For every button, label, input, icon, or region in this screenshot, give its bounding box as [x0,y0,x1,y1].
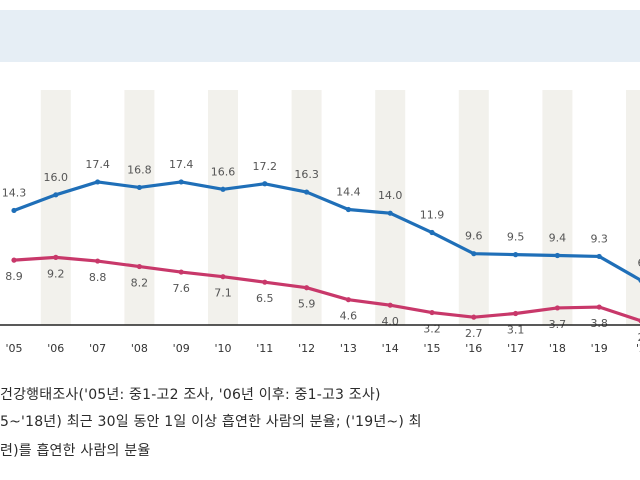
data-point [554,252,561,259]
footnote-line-3: 련)를 흡연한 사람의 분율 [0,443,151,459]
data-point [95,258,101,264]
x-tick-label: '07 [89,342,106,355]
data-label: 16.3 [294,168,319,181]
x-tick-label: '17 [507,342,524,355]
data-label: 2 [638,331,640,344]
data-point [387,302,393,308]
x-tick-label: '16 [465,342,482,355]
data-point [220,274,226,280]
data-point [596,253,602,260]
data-label: 16.6 [211,165,236,178]
line-chart: 14.3 16.0 17.4 16.8 17.4 16.6 17.2 16.3 14.4 14.0… [0,90,640,355]
data-label: 14.3 [2,186,27,199]
data-point [262,181,268,187]
data-point [136,263,142,270]
series-line-2 [13,255,640,323]
data-label: 7.6 [172,282,190,295]
data-label: 4.0 [381,315,399,328]
data-point [596,304,602,310]
grid-band [375,90,406,325]
data-point [471,251,477,257]
series-line-1 [13,180,640,282]
data-point [429,229,435,236]
header-bar [0,10,640,62]
data-label: 9.5 [507,231,525,244]
data-point [554,305,561,311]
data-point [429,309,435,316]
data-label: 16.8 [127,163,152,176]
data-label: 14.0 [378,189,403,202]
data-label: 6.5 [256,292,274,305]
footnote-line-2: 5~'18년) 최근 30일 동안 1일 이상 흡연한 사람의 분율; ('19… [0,414,422,430]
x-tick-label: '09 [173,342,190,355]
x-tick-label: '2 [636,342,640,355]
grid-band [208,90,238,325]
x-tick-label: '18 [549,342,566,355]
data-label: 6 [638,256,640,269]
x-tick-label: '05 [5,342,22,355]
data-label: 17.4 [85,158,110,171]
data-point [262,279,268,285]
data-label: 4.6 [340,310,358,323]
data-label: 11.9 [420,209,445,222]
grid-band [124,90,155,325]
data-label: 9.3 [590,232,608,245]
data-label: 2.7 [465,327,483,340]
data-label: 3.1 [507,323,525,336]
data-point [178,179,184,185]
x-tick-label: '06 [47,342,64,355]
x-tick-label: '12 [298,342,315,355]
data-label: 14.4 [336,186,361,199]
data-label: 9.6 [465,230,483,243]
data-label: 5.9 [298,298,316,311]
data-label: 17.2 [253,160,278,173]
x-tick-label: '14 [382,342,399,355]
grid-band [626,90,640,325]
data-label: 8.2 [131,277,149,290]
data-label: 16.0 [44,171,69,184]
grid-band [458,90,489,325]
data-label: 17.4 [169,158,194,171]
data-point [11,257,17,263]
x-tick-label: '19 [591,342,608,355]
x-tick-label: '11 [256,342,273,355]
data-point [95,179,101,185]
data-point [513,252,519,258]
x-tick-label: '15 [423,342,440,355]
data-label: 3.2 [423,323,441,336]
data-point [136,184,142,191]
data-point [304,189,310,195]
x-tick-label: '10 [214,342,231,355]
footnote-line-1: 건강행태조사('05년: 중1-고2 조사, '06년 이후: 중1-고3 조사… [0,387,381,403]
data-point [220,186,226,192]
data-point [471,314,477,320]
data-label: 7.1 [214,287,232,300]
data-point [53,192,59,198]
data-point [387,210,393,216]
data-label: 9.4 [549,232,567,245]
data-point [345,206,351,213]
x-tick-label: '13 [340,342,357,355]
data-label: 8.8 [89,271,107,284]
data-point [345,297,351,303]
data-label: 9.2 [47,267,65,280]
data-point [304,285,310,291]
data-point [53,254,59,260]
data-label: 8.9 [5,270,23,283]
data-point [513,310,519,317]
grid-band [542,90,573,325]
x-tick-label: '08 [131,342,148,355]
data-point [178,269,184,275]
grid-band [40,90,71,325]
data-label: 3.8 [590,317,608,330]
data-point [11,207,17,214]
